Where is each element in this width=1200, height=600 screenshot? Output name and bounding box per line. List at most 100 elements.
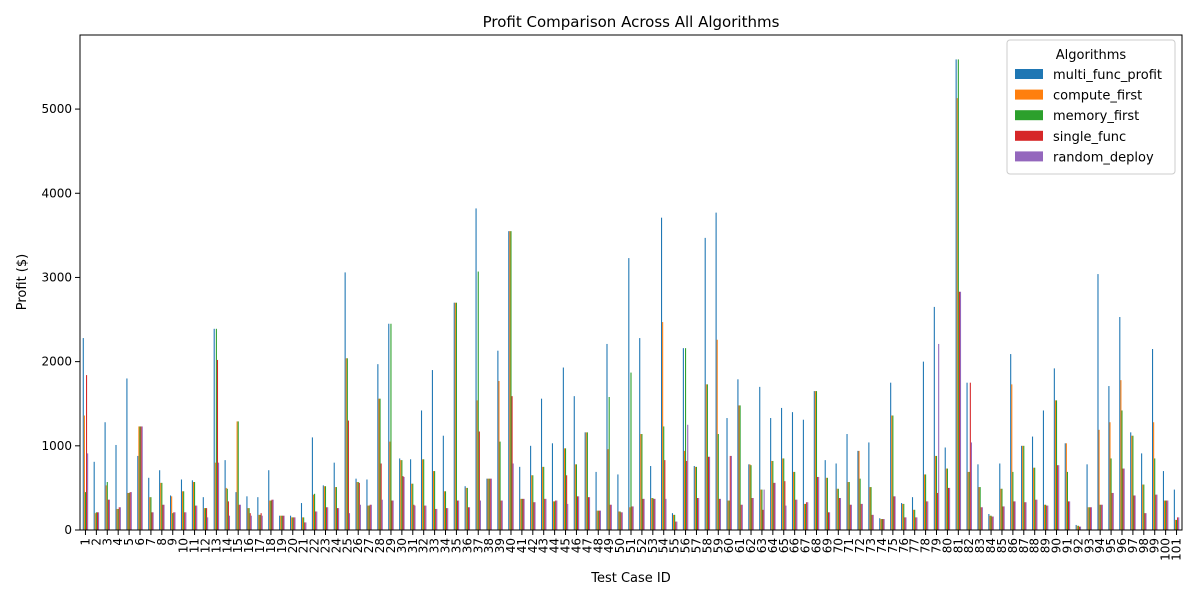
bar-multi_func_profit <box>322 485 324 530</box>
bar-single_func <box>893 496 895 530</box>
bar-random_deploy <box>1079 526 1082 530</box>
bar-single_func <box>740 504 742 530</box>
x-tick-label: 21 <box>297 538 311 553</box>
bar-single_func <box>424 505 426 530</box>
bar-compute_first <box>574 464 576 530</box>
x-tick-label: 42 <box>526 538 540 553</box>
bar-multi_func_profit <box>606 343 608 530</box>
bar-multi_func_profit <box>104 422 106 530</box>
bar-single_func <box>1024 502 1026 530</box>
bar-random_deploy <box>207 517 209 530</box>
bar-memory_first <box>881 519 883 530</box>
x-tick-label: 11 <box>188 538 202 553</box>
x-tick-label: 26 <box>351 538 365 553</box>
bar-single_func <box>1122 468 1124 530</box>
bar-multi_func_profit <box>901 503 903 530</box>
bar-memory_first <box>1045 504 1047 530</box>
bar-compute_first <box>934 455 936 530</box>
bar-single_func <box>1013 501 1015 530</box>
bar-multi_func_profit <box>813 391 815 530</box>
bar-multi_func_profit <box>1141 453 1143 530</box>
bar-random_deploy <box>348 513 351 530</box>
bar-random_deploy <box>730 455 732 530</box>
bar-memory_first <box>1023 445 1025 530</box>
x-tick-label: 5 <box>122 538 136 546</box>
bar-multi_func_profit <box>464 486 466 530</box>
bar-random_deploy <box>523 498 525 530</box>
bar-multi_func_profit <box>955 59 957 530</box>
x-tick-label: 4 <box>111 538 125 546</box>
x-tick-label: 72 <box>853 538 867 553</box>
x-tick-label: 30 <box>395 538 409 553</box>
bar-memory_first <box>106 482 108 530</box>
bar-compute_first <box>869 487 871 530</box>
bar-compute_first <box>182 491 184 530</box>
bar-single_func <box>1133 495 1135 530</box>
bar-single_func <box>598 510 600 530</box>
bar-compute_first <box>978 487 980 530</box>
bar-single_func <box>293 517 295 530</box>
legend-label-memory_first: memory_first <box>1053 109 1139 124</box>
bar-multi_func_profit <box>759 386 761 530</box>
bar-multi_func_profit <box>846 434 848 530</box>
x-tick-label: 64 <box>766 538 780 553</box>
bar-multi_func_profit <box>802 419 804 530</box>
x-tick-label: 87 <box>1017 538 1031 553</box>
bar-compute_first <box>432 471 435 530</box>
bar-memory_first <box>728 500 730 530</box>
bar-compute_first <box>225 487 227 530</box>
x-tick-label: 27 <box>362 538 376 553</box>
bar-memory_first <box>575 464 577 530</box>
bar-single_func <box>336 508 339 530</box>
x-tick-label: 22 <box>308 538 322 553</box>
bar-memory_first <box>695 466 698 530</box>
bar-memory_first <box>194 482 196 530</box>
bar-memory_first <box>1055 400 1058 530</box>
bar-multi_func_profit <box>1119 317 1121 530</box>
bar-random_deploy <box>894 496 896 530</box>
bar-compute_first <box>1120 380 1122 530</box>
bar-memory_first <box>619 511 621 530</box>
bar-single_func <box>522 498 524 530</box>
bar-single_func <box>958 291 960 530</box>
bar-random_deploy <box>719 498 722 530</box>
x-tick-label: 1 <box>78 538 92 546</box>
bar-single_func <box>347 420 349 530</box>
bar-compute_first <box>858 450 860 530</box>
bar-single_func <box>380 463 382 530</box>
bar-random_deploy <box>152 512 154 530</box>
bar-multi_func_profit <box>890 382 892 530</box>
bar-compute_first <box>902 503 904 530</box>
x-tick-label: 58 <box>700 538 714 553</box>
bar-compute_first <box>694 466 696 530</box>
bar-random_deploy <box>774 482 776 530</box>
bar-single_func <box>806 502 808 530</box>
bar-compute_first <box>629 507 631 530</box>
bar-single_func <box>107 499 109 530</box>
bar-random_deploy <box>414 505 416 530</box>
bar-random_deploy <box>981 507 983 530</box>
legend: Algorithms multi_func_profit compute_firs… <box>1006 39 1176 175</box>
bar-random_deploy <box>1101 504 1103 530</box>
bar-compute_first <box>411 483 413 530</box>
bar-single_func <box>795 499 797 530</box>
bar-random_deploy <box>796 499 798 530</box>
x-tick-label: 50 <box>613 538 627 553</box>
bar-multi_func_profit <box>279 515 281 530</box>
bar-memory_first <box>444 491 447 530</box>
bar-memory_first <box>499 441 501 530</box>
bar-multi_func_profit <box>170 495 172 530</box>
bar-multi_func_profit <box>180 479 183 530</box>
bar-compute_first <box>825 477 827 530</box>
bar-memory_first <box>401 460 403 530</box>
bar-single_func <box>467 507 469 530</box>
bar-compute_first <box>400 460 402 530</box>
bar-single_func <box>249 513 251 530</box>
bar-multi_func_profit <box>704 237 706 530</box>
bar-compute_first <box>356 482 358 530</box>
x-tick-label: 53 <box>646 538 660 553</box>
bar-compute_first <box>803 503 806 530</box>
bar-compute_first <box>683 450 686 530</box>
bar-compute_first <box>280 515 282 530</box>
bar-compute_first <box>1131 435 1133 530</box>
